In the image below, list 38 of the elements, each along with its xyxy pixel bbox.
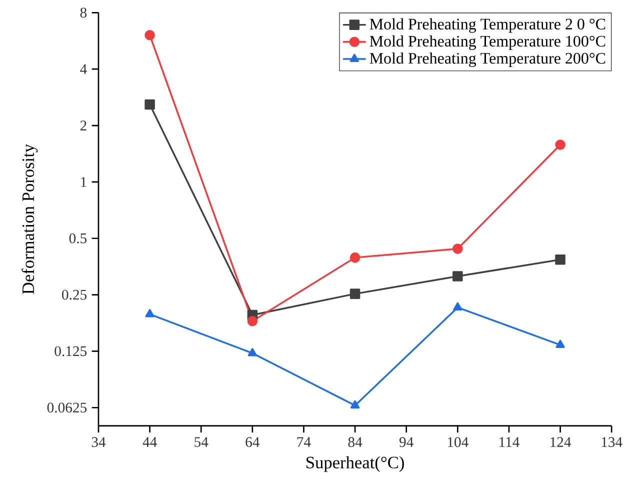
y-tick-label: 0.125	[54, 346, 87, 356]
point	[452, 244, 463, 254]
point	[350, 252, 360, 263]
y-tick-label: 8	[80, 8, 87, 18]
x-tick-label: 134	[602, 437, 622, 448]
point	[248, 348, 257, 356]
x-tick-label: 44	[142, 437, 157, 447]
x-tick-label: 64	[246, 437, 260, 448]
legend-label: Mold Preheating Temperature 100°C	[370, 35, 606, 50]
point	[247, 316, 258, 326]
x-tick-label: 124	[550, 437, 572, 447]
x-tick-label: 84	[348, 437, 362, 448]
y-tick-label: 0.25	[62, 290, 87, 300]
legend-label: Mold Preheating Temperature 200°C	[370, 52, 606, 68]
y-axis-title: Deformation Porosity	[22, 144, 38, 294]
point	[555, 140, 566, 150]
y-tick-label: 0.0625	[47, 402, 87, 413]
x-axis-title: Superheat(°C)	[306, 456, 404, 472]
point	[556, 340, 565, 348]
y-tick-label: 2	[80, 120, 86, 130]
point	[452, 271, 463, 282]
x-tick-label: 54	[194, 437, 208, 448]
point	[555, 254, 566, 265]
x-tick-label: 114	[500, 437, 520, 447]
y-tick-label: 4	[80, 64, 87, 74]
point	[350, 288, 360, 300]
x-tick-label: 94	[399, 437, 414, 448]
legend-label: Mold Preheating Temperature 2 0 °C	[370, 18, 606, 33]
point	[145, 309, 154, 318]
y-tick-label: 1	[81, 177, 86, 187]
y-tick-label: 0.5	[69, 234, 87, 244]
x-tick-label: 74	[297, 437, 311, 447]
point	[144, 30, 155, 40]
x-tick-label: 104	[448, 437, 468, 448]
point	[350, 400, 360, 409]
point	[144, 99, 155, 110]
point	[453, 302, 462, 311]
x-tick-label: 34	[92, 437, 106, 448]
